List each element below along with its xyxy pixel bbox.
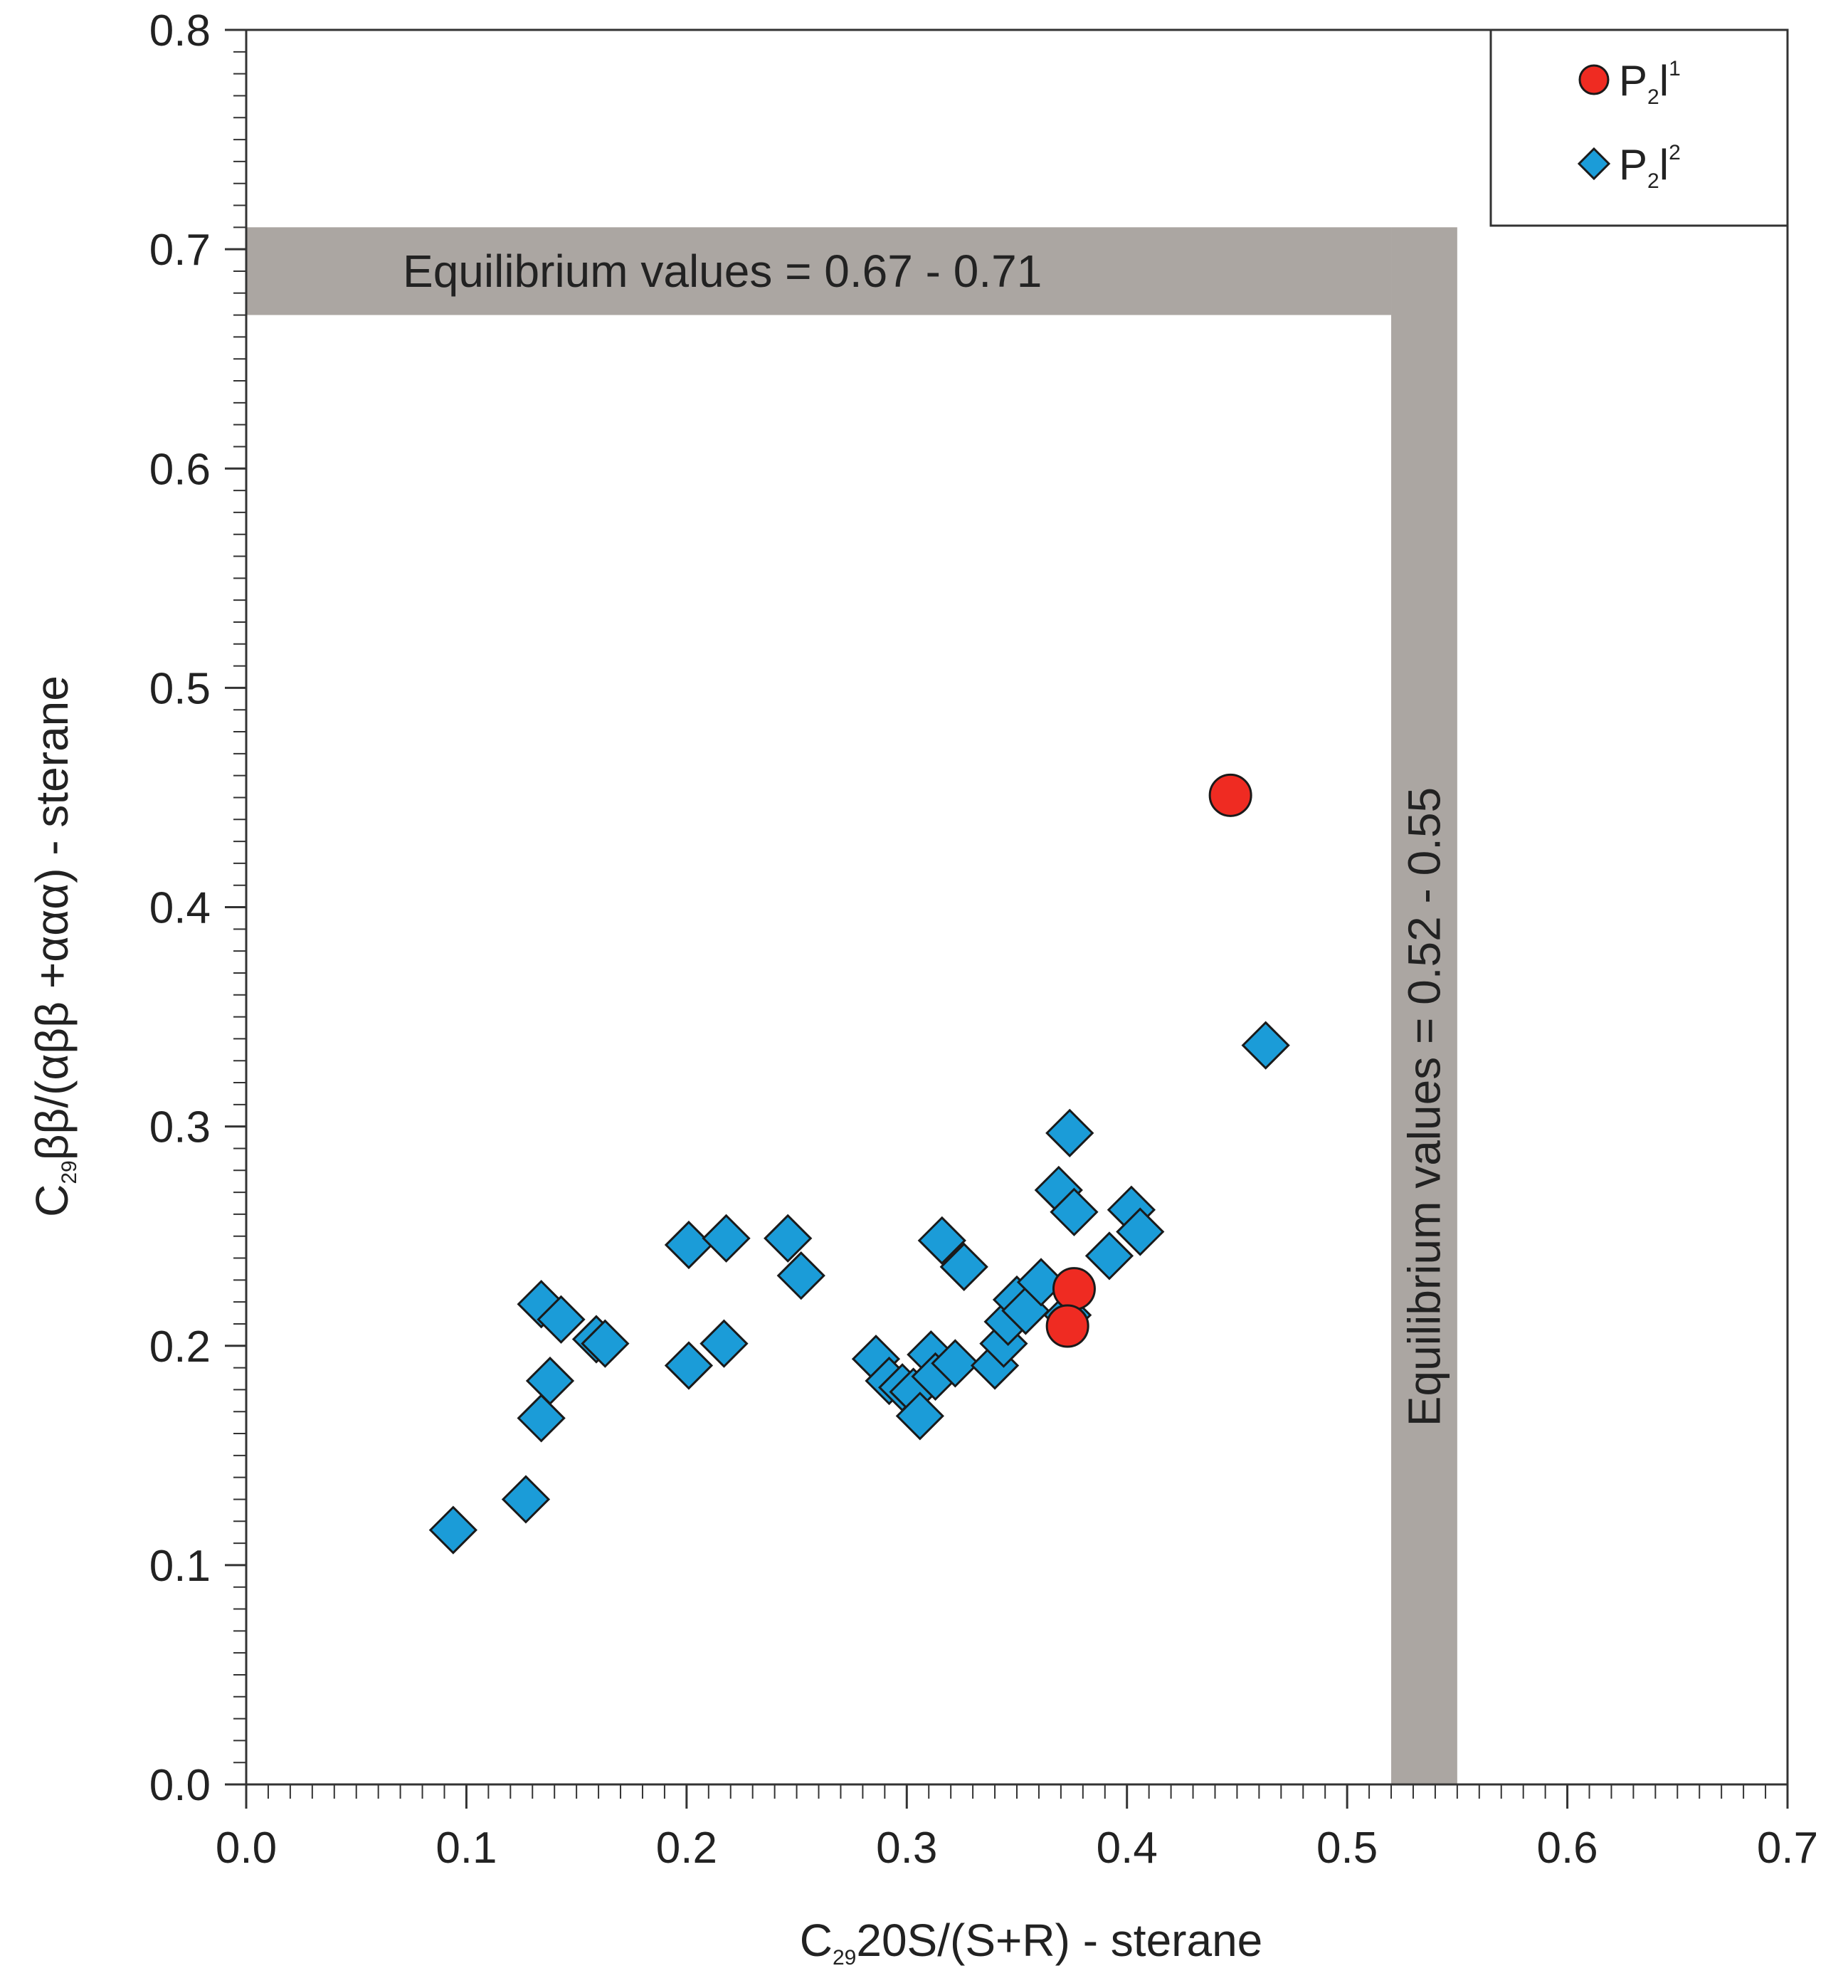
y-tick-label: 0.5 (149, 664, 211, 713)
data-point-diamond (581, 1319, 630, 1368)
data-point-diamond (1050, 1187, 1099, 1236)
y-tick-label: 0.3 (149, 1103, 211, 1152)
data-point-diamond (428, 1505, 477, 1555)
x-tick-label: 0.1 (435, 1824, 497, 1873)
data-point-diamond (917, 1216, 966, 1265)
axis-titles: C2920S/(S+R) - sterane C29ββ/(αββ +ααα) -… (26, 675, 1262, 1969)
data-point-diamond (664, 1341, 714, 1390)
legend-entry-label: P2l2 (1619, 141, 1681, 193)
data-point-diamond (517, 1280, 566, 1329)
legend: P2l1 P2l2 (1489, 28, 1789, 227)
data-point-diamond (702, 1214, 751, 1263)
data-point-circle (1208, 773, 1252, 817)
x-axis-title: C2920S/(S+R) - sterane (800, 1915, 1263, 1969)
data-point-diamond (664, 1220, 714, 1270)
y-tick-label: 0.7 (149, 226, 211, 275)
data-point-diamond (517, 1394, 566, 1443)
x-tick-label: 0.2 (656, 1824, 717, 1873)
legend-entry-label: P2l1 (1619, 57, 1681, 109)
data-point-diamond (699, 1319, 749, 1368)
x-tick-label: 0.7 (1757, 1824, 1818, 1873)
equilibrium-band-vertical (1391, 227, 1457, 1784)
data-point-diamond (895, 1392, 944, 1441)
x-tick-label: 0.5 (1316, 1824, 1378, 1873)
y-tick-label: 0.0 (149, 1761, 211, 1810)
y-tick-label: 0.2 (149, 1322, 211, 1372)
y-tick-label: 0.6 (149, 445, 211, 494)
data-point-diamond (537, 1295, 586, 1344)
equilibrium-band-vertical-label: Equilibrium values = 0.52 - 0.55 (1398, 787, 1450, 1426)
data-point-circle (1045, 1304, 1089, 1348)
equilibrium-band-horizontal-label: Equilibrium values = 0.67 - 0.71 (403, 246, 1042, 297)
data-point-diamond (1116, 1207, 1165, 1256)
data-point-diamond (939, 1242, 988, 1291)
x-tick-label: 0.4 (1097, 1824, 1158, 1873)
data-point-diamond (1045, 1108, 1094, 1157)
data-point-diamond (931, 1339, 980, 1388)
legend-box (1489, 28, 1789, 227)
data-point-diamond (1084, 1231, 1134, 1280)
data-point-diamond (501, 1475, 551, 1524)
y-axis-title: C29ββ/(αββ +ααα) - sterane (26, 675, 81, 1217)
data-point-circle (1052, 1267, 1096, 1311)
legend-marker-diamond (1577, 147, 1611, 181)
y-tick-label: 0.4 (149, 884, 211, 933)
x-tick-label: 0.0 (216, 1824, 277, 1873)
y-tick-label: 0.1 (149, 1542, 211, 1591)
equilibrium-band-horizontal (246, 227, 1392, 315)
x-tick-label: 0.6 (1536, 1824, 1598, 1873)
y-tick-label: 0.8 (149, 6, 211, 56)
data-point-diamond (1241, 1021, 1290, 1070)
data-point-diamond (525, 1356, 575, 1406)
data-point-diamond (764, 1214, 813, 1263)
equilibrium-bands: Equilibrium values = 0.67 - 0.71 Equilibr… (246, 227, 1457, 1784)
data-point-diamond (1016, 1258, 1066, 1307)
axis-ticks: 0.0 0.1 0.2 0.3 0.4 0.5 0.6 0.7 0.0 0.1 0.2 0.3 0.4 0… (149, 6, 1818, 1873)
data-point-diamond (776, 1251, 825, 1300)
legend-marker-circle (1578, 64, 1610, 95)
data-points (428, 773, 1290, 1555)
x-tick-label: 0.3 (876, 1824, 937, 1873)
